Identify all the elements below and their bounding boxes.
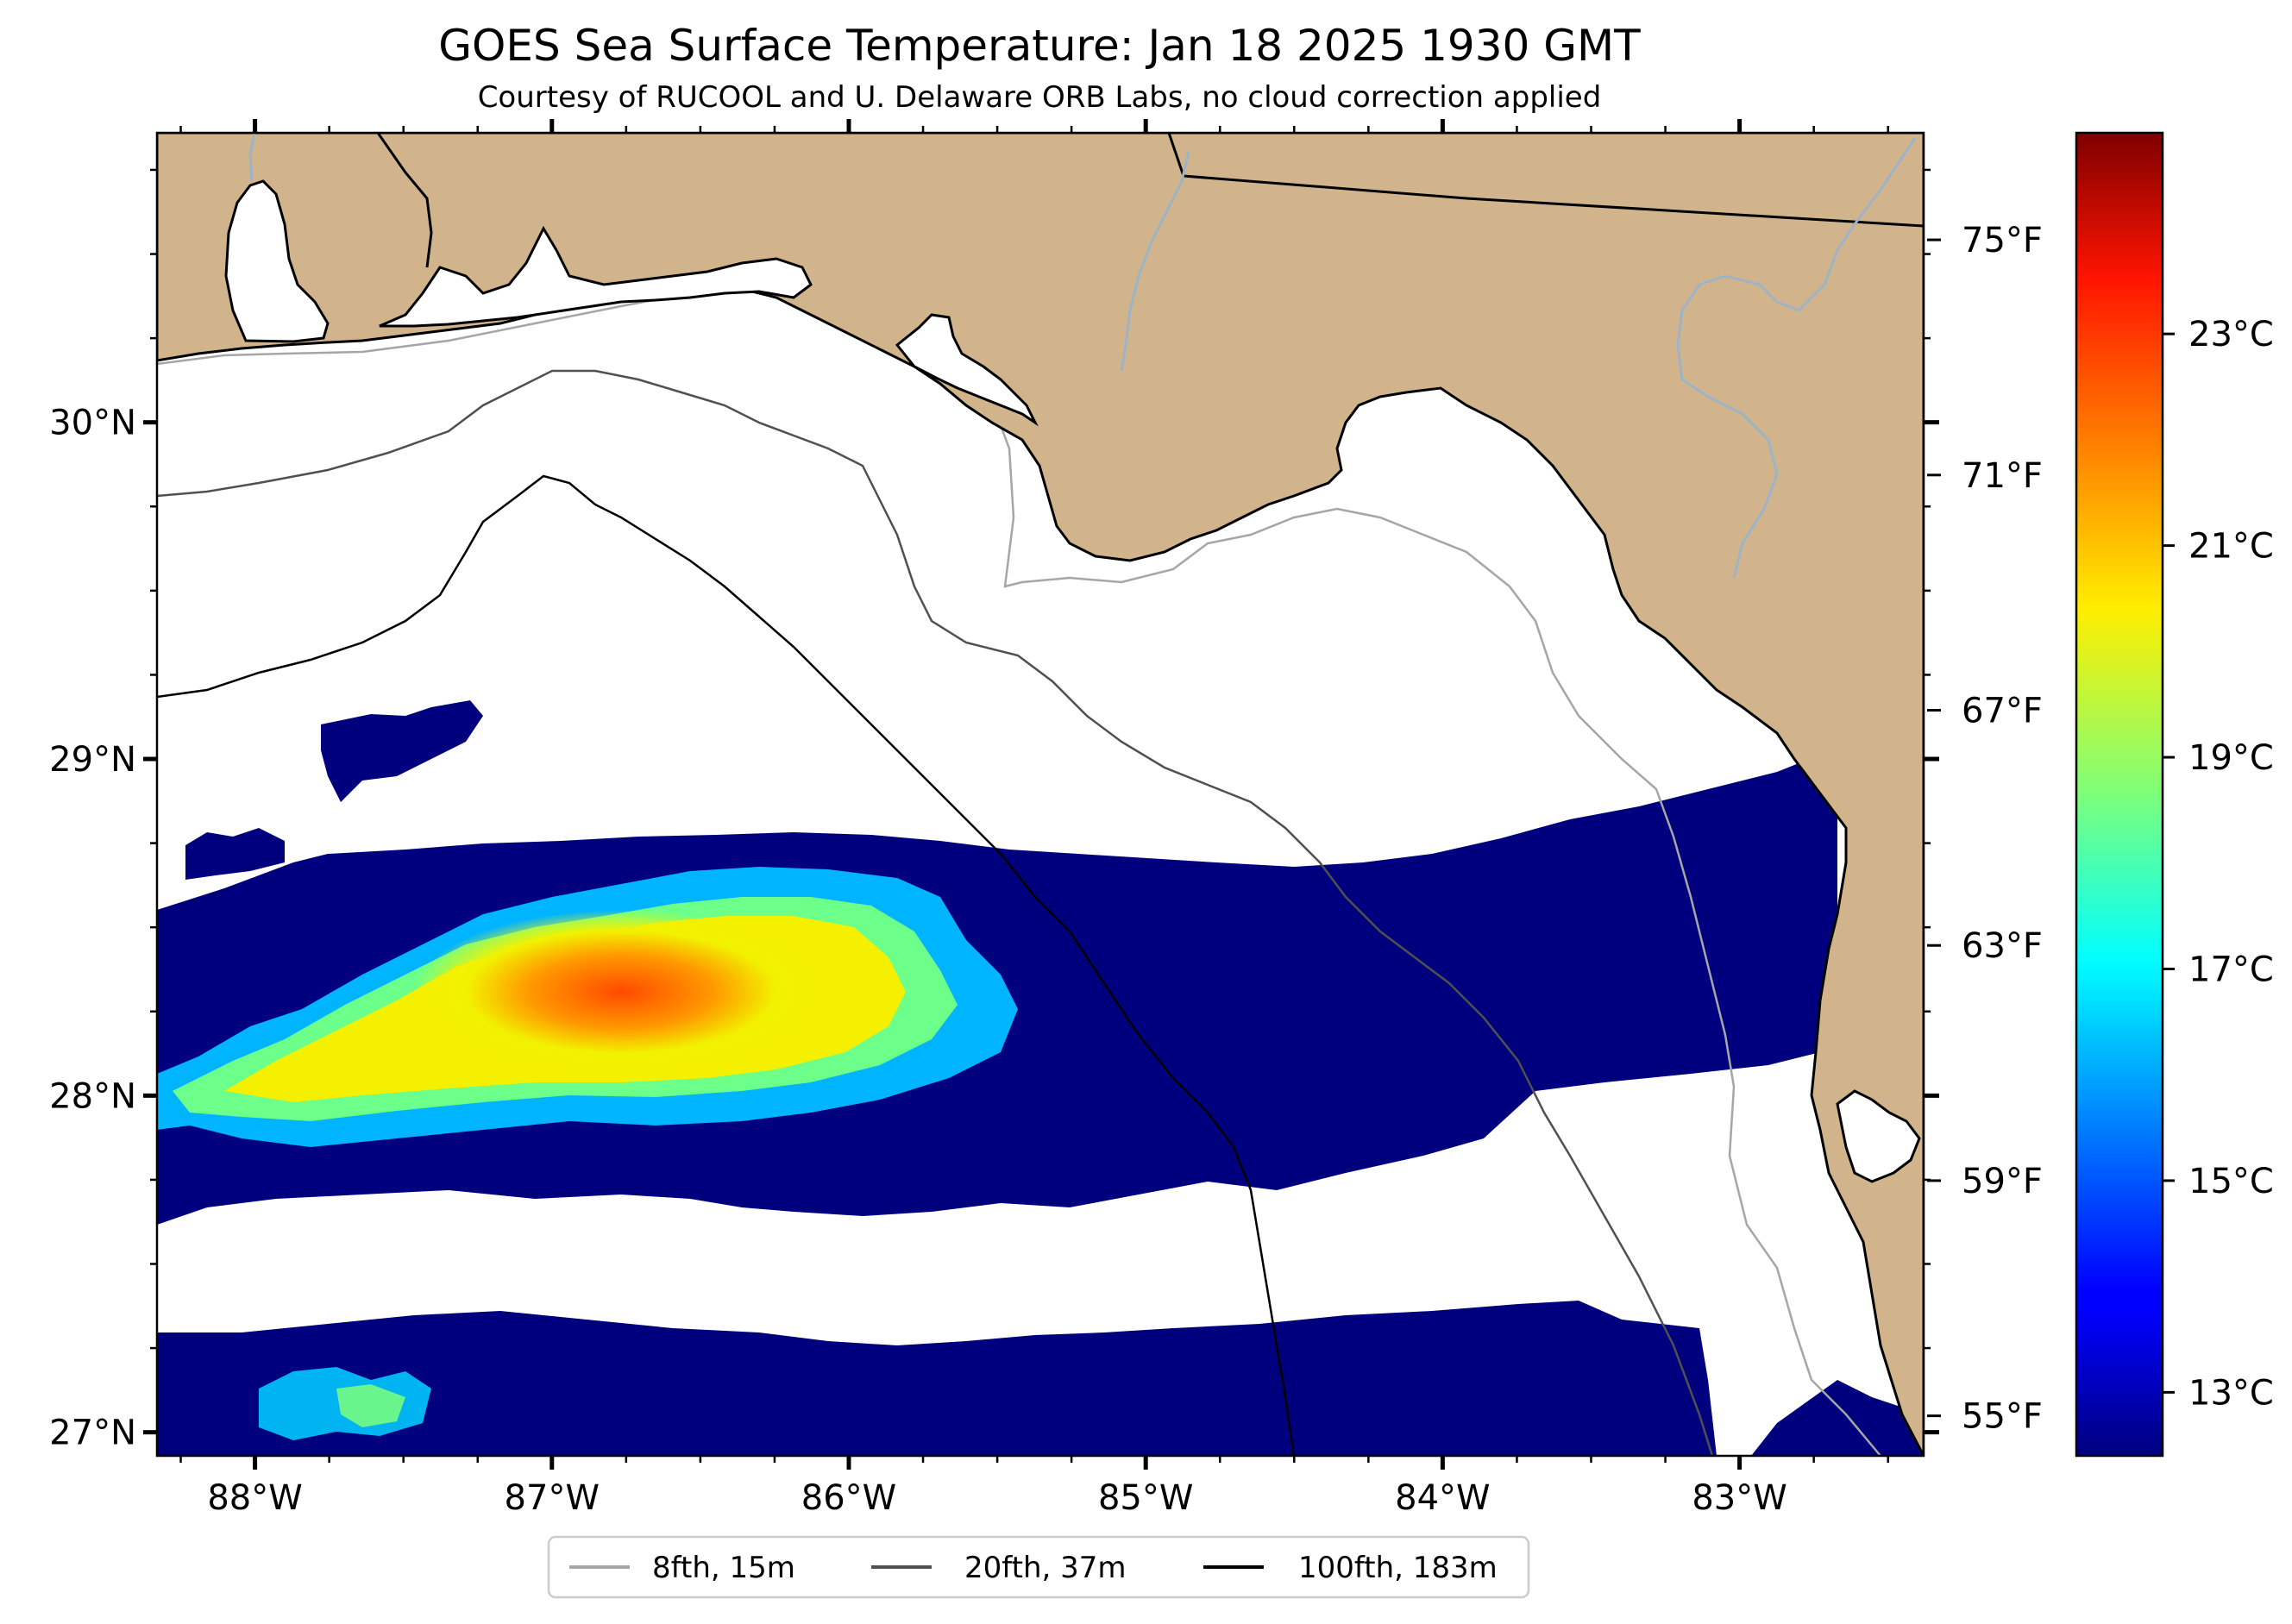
sst-patch-north (321, 700, 483, 802)
apalachicola-bay (895, 313, 1039, 427)
map-area (157, 133, 1924, 1456)
colorbar-gradient (2075, 131, 2164, 1458)
sst-field (157, 700, 1924, 1456)
river-mobile (248, 133, 256, 182)
cb-tick-label-13: 13°C (2188, 1373, 2274, 1413)
latitude-axis: 27°N 28°N 29°N 30°N (49, 168, 1939, 1453)
map-title: GOES Sea Surface Temperature: Jan 18 202… (438, 21, 1641, 71)
pensacola-bay (379, 225, 813, 328)
cb-tick-label-23: 23°C (2188, 315, 2274, 354)
lon-tick-label-88w: 88°W (207, 1478, 302, 1518)
cb-tick-label-19: 19°C (2188, 738, 2274, 778)
cb-tick-label-21: 21°C (2188, 527, 2274, 567)
lat-tick-label-27n: 27°N (49, 1414, 136, 1453)
lat-tick-label-29n: 29°N (49, 740, 136, 780)
lon-tick-label-87w: 87°W (505, 1478, 600, 1518)
lat-tick-label-28n: 28°N (49, 1076, 136, 1116)
sst-patch-west (185, 828, 285, 880)
cb-tick-label-17: 17°C (2188, 950, 2274, 989)
legend-label-100fth: 100fth, 183m (1298, 1551, 1498, 1585)
lon-tick-label-84w: 84°W (1395, 1478, 1490, 1518)
legend-label-8fth: 8fth, 15m (652, 1551, 795, 1585)
colorbar: 13°C 15°C 17°C 19°C 21°C 23°C (2075, 131, 2274, 1458)
land (157, 133, 1924, 1456)
f-tick-label-75: 75°F (1962, 221, 2043, 260)
f-tick-label-67: 67°F (1962, 692, 2043, 731)
cb-tick-label-15: 15°C (2188, 1162, 2274, 1201)
state-border-al-fl (376, 133, 433, 268)
sst-warm-core (414, 910, 828, 1074)
f-tick-label-59: 59°F (1962, 1162, 2043, 1201)
contour-20fth (157, 369, 1714, 1456)
fahrenheit-axis: 55°F 59°F 63°F 67°F 71°F 75°F (1927, 221, 2043, 1437)
f-tick-label-55: 55°F (1962, 1397, 2043, 1437)
river-suwannee (1676, 137, 1917, 579)
f-tick-label-71: 71°F (1962, 456, 2043, 496)
map-subtitle: Courtesy of RUCOOL and U. Delaware ORB L… (478, 80, 1602, 115)
legend: 8fth, 15m 20fth, 37m 100fth, 183m (547, 1535, 1530, 1599)
lon-tick-label-83w: 83°W (1692, 1478, 1787, 1518)
sst-band-south (157, 1301, 1717, 1456)
mobile-bay (224, 179, 330, 343)
longitude-axis: 88°W 87°W 86°W 85°W 84°W 83°W (179, 119, 1889, 1518)
tampa-bay (1836, 1089, 1921, 1183)
colorbar-ticks: 13°C 15°C 17°C 19°C 21°C 23°C (2163, 315, 2274, 1413)
f-tick-label-63: 63°F (1962, 926, 2043, 966)
state-border-ga-fl (1183, 174, 1924, 228)
legend-label-20fth: 20fth, 37m (964, 1551, 1127, 1585)
legend-box (547, 1535, 1530, 1599)
map-frame (155, 131, 1925, 1458)
sst-south-green (336, 1384, 405, 1427)
lat-tick-label-30n: 30°N (49, 404, 136, 443)
state-border-al (1167, 133, 1185, 177)
lon-tick-label-85w: 85°W (1098, 1478, 1193, 1518)
lon-tick-label-86w: 86°W (801, 1478, 896, 1518)
river-apalachicola (1120, 150, 1190, 372)
contour-100fth (157, 474, 1296, 1456)
sst-band-southeast (1751, 1380, 1924, 1456)
